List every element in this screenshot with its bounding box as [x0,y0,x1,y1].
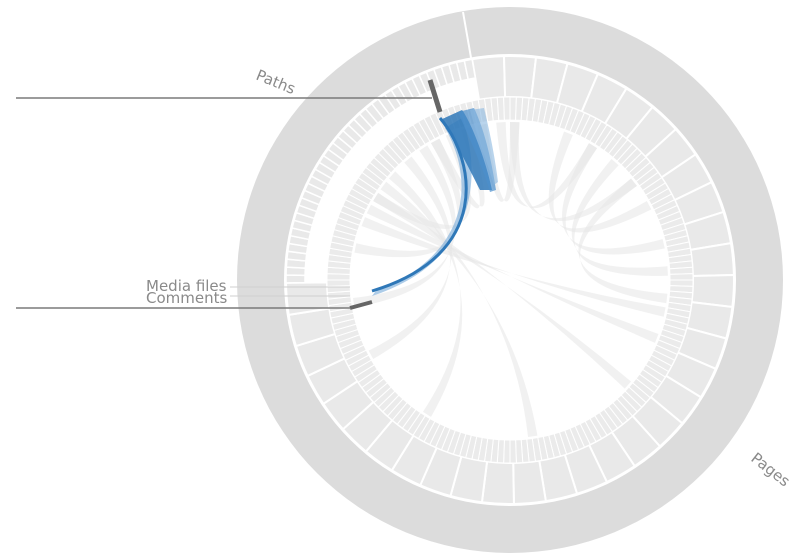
paths-segment [285,274,306,284]
faint-ribbon [368,156,452,359]
ribbon-paths-fan-2 [458,108,496,192]
pages-segment [470,55,507,101]
highlighted-ribbons [371,108,498,296]
media-files-label: Media files [146,277,227,295]
tick-segment [326,279,351,287]
faint-ribbon [578,178,668,304]
comments-label: Comments [146,289,227,307]
ribbon-paths-fan-3 [470,108,498,185]
ribbon-paths-fan-1 [440,110,492,190]
faint-ribbon [354,138,462,258]
faint-ribbon [496,122,598,209]
tick-segment [509,439,517,464]
faint-ribbon [562,143,665,255]
highlighted-arcs [349,79,443,310]
pages-label: Pages [748,449,794,490]
faint-ribbon [366,204,659,343]
pages-segment [512,459,548,505]
tick-segment [503,96,511,121]
pages-segment [689,241,735,277]
paths-segment [463,58,477,81]
faint-ribbon [361,217,666,317]
faint-ribbon [571,158,668,276]
paths-label: Paths [254,66,299,98]
tick-segment [669,273,694,281]
inner-tick-band [326,96,694,464]
leader-lines [16,97,432,309]
